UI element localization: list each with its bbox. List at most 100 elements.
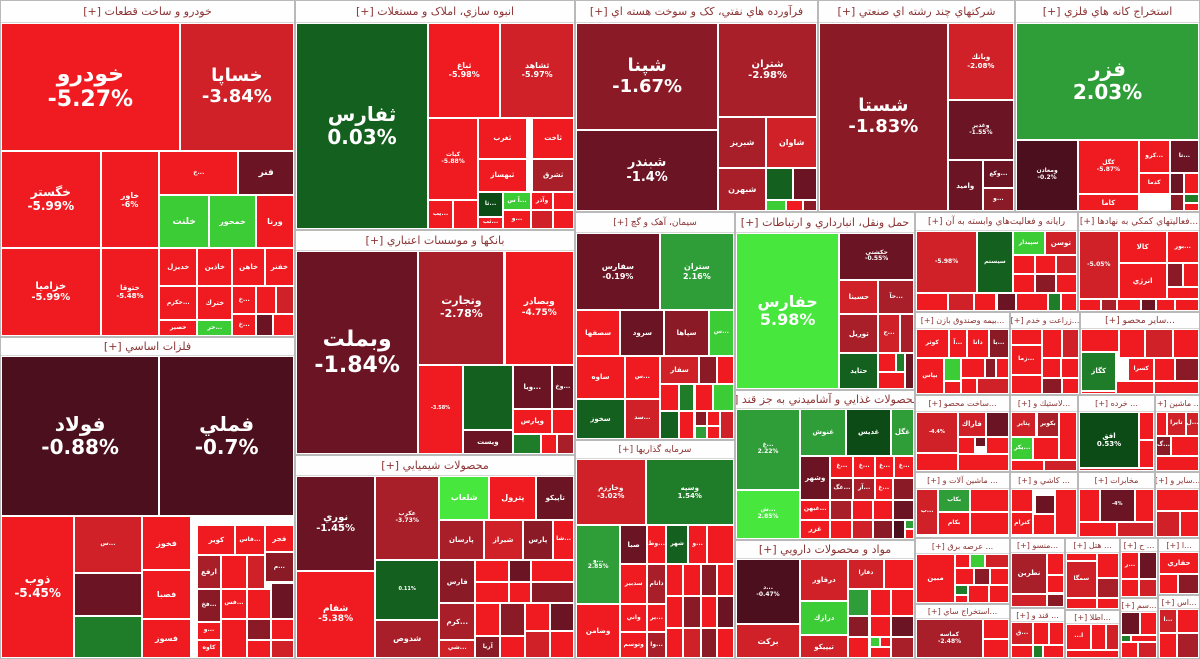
stock-tile-...و[interactable]: ...و (688, 524, 708, 565)
stock-tile[interactable] (848, 588, 870, 617)
sector-header-banks[interactable]: بانکها و موسسات اعتباري [+] (296, 231, 574, 251)
stock-tile-خلنت[interactable]: خلنت (159, 195, 210, 249)
sector-header-textiles[interactable]: ...منسو [+] (1011, 539, 1064, 553)
stock-tile-خگستر[interactable]: خگستر -5.99% (1, 151, 101, 249)
sector-header-drilling[interactable]: ...ا [+] (1159, 539, 1199, 552)
stock-tile-بپاس[interactable]: بپاس (916, 358, 944, 394)
stock-tile-...ر[interactable]: ...ر (1121, 552, 1139, 579)
stock-tile-شفام[interactable]: شفام -5.38% (296, 570, 376, 658)
stock-tile-خمحور[interactable]: خمحور (209, 195, 256, 249)
sector-header-fabricated-metal[interactable]: ...ساخت محصو [+] (916, 396, 1009, 412)
stock-tile-شدوص[interactable]: شدوص (375, 619, 440, 658)
sector-header-construction[interactable]: انبوه سازي، املاک و مستغلات [+] (296, 1, 574, 23)
stock-tile[interactable] (948, 293, 974, 311)
stock-tile[interactable] (996, 293, 1016, 311)
stock-tile-...ويا[interactable]: ...ويا (512, 364, 552, 410)
stock-tile[interactable] (830, 500, 852, 520)
stock-tile[interactable] (955, 554, 970, 568)
stock-tile-كماسه[interactable]: كماسه -2.48% (916, 619, 983, 658)
stock-tile-سمگا[interactable]: سمگا (1066, 561, 1097, 598)
stock-tile-...غ[interactable]: ...غ (874, 477, 893, 500)
stock-tile-فزر[interactable]: فزر 2.03% (1016, 23, 1199, 140)
stock-tile-پارسان[interactable]: پارسان (439, 519, 484, 560)
stock-tile-وتوسم[interactable]: وتوسم (620, 632, 648, 658)
stock-tile[interactable] (892, 477, 914, 500)
stock-tile[interactable] (869, 616, 891, 638)
stock-tile-...و[interactable]: ...و (503, 210, 531, 229)
stock-tile[interactable] (1034, 494, 1055, 514)
stock-tile[interactable] (666, 628, 684, 658)
stock-tile-...غگ[interactable]: ...غگ (830, 477, 854, 500)
stock-tile-ذوب[interactable]: ذوب -5.45% (1, 516, 75, 658)
stock-tile[interactable] (1134, 489, 1154, 522)
stock-tile[interactable] (957, 436, 975, 455)
stock-tile[interactable] (878, 371, 906, 389)
stock-tile-...خ[interactable]: ...خ (232, 314, 256, 336)
stock-tile-توريل[interactable]: توريل (839, 314, 879, 354)
stock-tile[interactable] (678, 411, 695, 439)
stock-tile[interactable] (1105, 624, 1119, 650)
stock-tile-...زما[interactable]: ...زما (1011, 345, 1042, 375)
stock-tile[interactable] (1184, 173, 1199, 195)
stock-tile-خودرو[interactable]: خودرو -5.27% (1, 23, 180, 152)
stock-tile[interactable] (1156, 412, 1167, 436)
stock-tile-فجر[interactable]: فجر (264, 525, 294, 553)
stock-tile[interactable] (955, 567, 974, 586)
stock-tile[interactable]: -3.58% (418, 364, 463, 454)
stock-tile[interactable] (1041, 377, 1062, 394)
stock-tile[interactable] (890, 616, 914, 638)
stock-tile[interactable] (508, 581, 531, 604)
stock-tile-حفاري[interactable]: حفاري (1159, 552, 1199, 574)
stock-tile-ختوقا[interactable]: ختوقا -5.48% (100, 248, 160, 336)
stock-tile-كوير[interactable]: كوير (197, 525, 236, 556)
sector-header-machinery-tires[interactable]: ... ماشين [+] (1156, 396, 1199, 412)
stock-tile[interactable] (707, 425, 720, 439)
stock-tile-عكرب[interactable]: عكرب -3.73% (375, 476, 440, 560)
stock-tile[interactable] (550, 630, 574, 658)
stock-tile[interactable] (1081, 390, 1117, 394)
stock-tile[interactable] (957, 454, 1009, 471)
stock-tile[interactable] (1116, 381, 1155, 394)
stock-tile-كدما[interactable]: كدما (1138, 173, 1170, 195)
stock-tile-وآذر[interactable]: وآذر (530, 191, 554, 211)
stock-tile-شاوان[interactable]: شاوان (766, 117, 817, 168)
stock-tile[interactable] (1131, 635, 1157, 643)
stock-tile-غگل[interactable]: غگل (890, 409, 914, 456)
stock-tile[interactable] (255, 285, 277, 315)
stock-tile[interactable] (1169, 194, 1185, 211)
stock-tile-شبريز[interactable]: شبريز (718, 117, 767, 168)
sector-header-multi-industry[interactable]: شرکتهاي چند رشته اي صنعتي [+] (819, 1, 1014, 23)
stock-tile-...فس[interactable]: ...فس (220, 588, 248, 619)
stock-tile-بركت[interactable]: بركت (736, 624, 801, 658)
stock-tile[interactable] (892, 519, 906, 539)
stock-tile[interactable] (716, 564, 734, 597)
sector-header-aux-institutions[interactable]: ...فعاليتهاي کمکي به نهادها [+] (1079, 213, 1199, 231)
stock-tile[interactable] (1179, 510, 1199, 537)
stock-tile[interactable] (1079, 521, 1117, 537)
stock-tile[interactable] (1033, 622, 1050, 646)
stock-tile[interactable] (883, 559, 914, 589)
stock-tile-...م[interactable]: ...م (264, 552, 294, 583)
stock-tile-...وكغ[interactable]: ...وكغ (982, 160, 1014, 189)
stock-tile[interactable] (540, 433, 558, 454)
stock-tile[interactable] (270, 618, 294, 640)
stock-tile-...تا[interactable]: ...تا (1169, 139, 1199, 174)
stock-tile-كگاز[interactable]: كگاز (1081, 351, 1117, 391)
stock-tile[interactable] (1166, 287, 1199, 299)
stock-tile[interactable] (713, 384, 734, 412)
stock-tile[interactable] (475, 603, 501, 637)
stock-tile-خزاميا[interactable]: خزاميا -5.99% (1, 248, 101, 336)
stock-tile-...و[interactable]: ...و (982, 188, 1014, 211)
stock-tile[interactable] (1047, 593, 1064, 607)
stock-tile[interactable] (666, 596, 684, 629)
stock-tile-شلعاب[interactable]: شلعاب (439, 476, 490, 520)
stock-tile-شبهرن[interactable]: شبهرن (718, 167, 767, 211)
stock-tile[interactable] (1079, 299, 1101, 311)
stock-tile[interactable] (1100, 299, 1118, 311)
stock-tile-ثشرق[interactable]: ثشرق (532, 158, 574, 192)
stock-tile[interactable] (1012, 274, 1036, 294)
stock-tile-...وا[interactable]: ...وا (647, 632, 667, 658)
stock-tile-...كرو[interactable]: ...كرو (1138, 139, 1170, 174)
stock-tile-فخوز[interactable]: فخوز (141, 516, 192, 571)
stock-tile[interactable] (678, 384, 695, 412)
